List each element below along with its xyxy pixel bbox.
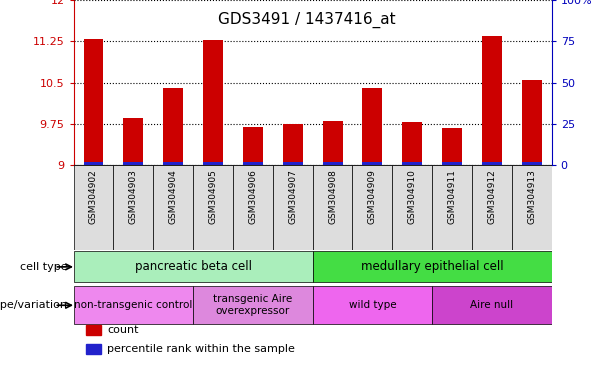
Text: GSM304906: GSM304906 [248, 169, 257, 224]
Text: GSM304908: GSM304908 [328, 169, 337, 224]
Text: transgenic Aire
overexpressor: transgenic Aire overexpressor [213, 295, 292, 316]
Bar [362, 162, 383, 165]
Bar [74, 165, 113, 250]
Bar [402, 122, 422, 165]
Text: GSM304907: GSM304907 [288, 169, 297, 224]
Bar [163, 162, 183, 165]
Bar [392, 165, 432, 250]
Bar [432, 286, 552, 324]
Bar [352, 165, 392, 250]
Bar [113, 165, 153, 250]
Bar [522, 162, 542, 165]
Text: GSM304902: GSM304902 [89, 169, 98, 224]
Text: genotype/variation: genotype/variation [0, 300, 67, 310]
Text: GSM304903: GSM304903 [129, 169, 138, 224]
Bar [472, 165, 512, 250]
Bar [322, 121, 343, 165]
Text: GSM304909: GSM304909 [368, 169, 377, 224]
Bar [243, 162, 263, 165]
Text: percentile rank within the sample: percentile rank within the sample [107, 344, 295, 354]
Text: medullary epithelial cell: medullary epithelial cell [361, 260, 503, 273]
Bar [203, 162, 223, 165]
Bar [512, 165, 552, 250]
Bar [313, 165, 352, 250]
Bar [313, 252, 552, 283]
Text: GSM304911: GSM304911 [447, 169, 457, 224]
Text: GSM304912: GSM304912 [487, 169, 497, 224]
Bar [123, 162, 143, 165]
Text: Aire null: Aire null [470, 300, 514, 310]
Bar [402, 162, 422, 165]
Bar [153, 165, 193, 250]
Bar [322, 162, 343, 165]
Bar [313, 286, 432, 324]
Text: count: count [107, 325, 139, 335]
Bar [283, 162, 303, 165]
Bar [522, 80, 542, 165]
Bar [123, 118, 143, 165]
Bar [432, 165, 472, 250]
Bar [203, 40, 223, 165]
Bar [442, 128, 462, 165]
Bar [273, 165, 313, 250]
Text: non-transgenic control: non-transgenic control [74, 300, 192, 310]
Bar [74, 286, 193, 324]
Bar [482, 162, 502, 165]
Bar [233, 165, 273, 250]
Text: wild type: wild type [349, 300, 396, 310]
Text: GSM304910: GSM304910 [408, 169, 417, 224]
Bar [83, 162, 104, 165]
Text: GSM304904: GSM304904 [169, 169, 178, 224]
Bar [83, 38, 104, 165]
Bar [442, 162, 462, 165]
Text: GSM304913: GSM304913 [527, 169, 536, 224]
Text: GDS3491 / 1437416_at: GDS3491 / 1437416_at [218, 12, 395, 28]
Bar [243, 127, 263, 165]
Bar [74, 252, 313, 283]
Text: cell type: cell type [20, 262, 67, 272]
Bar [482, 36, 502, 165]
Bar [193, 165, 233, 250]
Bar [283, 124, 303, 165]
Bar [362, 88, 383, 165]
Bar [193, 286, 313, 324]
Text: pancreatic beta cell: pancreatic beta cell [135, 260, 251, 273]
Bar [163, 88, 183, 165]
Text: GSM304905: GSM304905 [208, 169, 218, 224]
